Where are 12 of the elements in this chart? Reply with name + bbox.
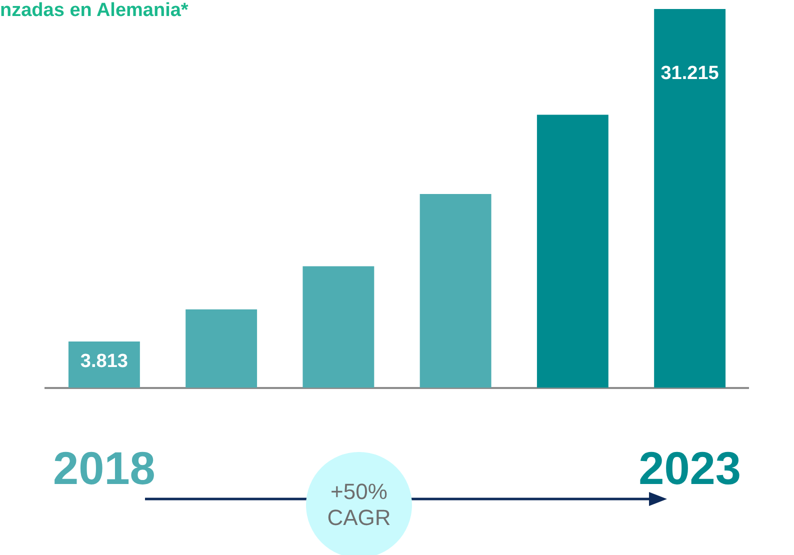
bar xyxy=(420,194,492,388)
chart-title: nzadas en Alemania* xyxy=(0,0,188,22)
x-tick-label: 2018 xyxy=(53,442,156,494)
circle-badge: +50% CAGR xyxy=(306,452,412,555)
bar xyxy=(302,266,374,388)
data-label: 3.813 xyxy=(80,351,128,372)
bar xyxy=(536,114,608,388)
bar xyxy=(68,342,140,388)
bar xyxy=(186,309,258,388)
x-tick-label: 2023 xyxy=(638,442,741,494)
bar xyxy=(654,9,726,388)
data-label: 31.215 xyxy=(660,63,720,84)
